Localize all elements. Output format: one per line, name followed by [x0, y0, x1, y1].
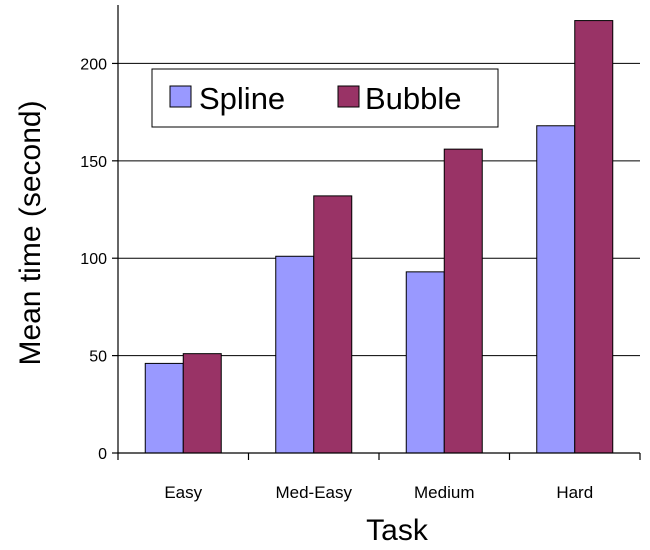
x-category-label: Hard — [556, 483, 593, 502]
bar-spline-easy — [144, 362, 184, 454]
x-category-label: Med-Easy — [275, 483, 352, 502]
bar-bubble-easy — [182, 353, 222, 454]
y-tick-label: 100 — [80, 251, 107, 268]
bar-bubble-medium — [443, 148, 483, 454]
legend-label-spline: Spline — [199, 81, 285, 116]
bar-spline-med-easy — [275, 255, 315, 454]
legend-label-bubble: Bubble — [365, 81, 462, 116]
category-labels: Easy Med-Easy Medium Hard — [164, 483, 593, 502]
bar-spline-medium — [405, 271, 445, 454]
bar-spline-hard — [536, 125, 576, 454]
y-tick-label: 150 — [80, 154, 107, 171]
bars — [144, 20, 614, 454]
bar-bubble-med-easy — [313, 195, 353, 454]
legend-swatch-bubble — [337, 85, 360, 108]
legend-box — [151, 68, 499, 128]
bar-bubble-hard — [574, 20, 614, 454]
legend-swatch-spline — [169, 85, 192, 108]
legend: Spline Bubble — [151, 68, 499, 128]
x-axis-title: Task — [366, 514, 429, 547]
y-axis-title: Mean time (second) — [14, 100, 47, 365]
tick-labels: 0 50 100 150 200 — [80, 56, 641, 463]
x-category-label: Medium — [414, 483, 474, 502]
x-category-label: Easy — [164, 483, 202, 502]
y-tick-label: 0 — [98, 446, 107, 463]
y-tick-label: 200 — [80, 56, 107, 73]
y-tick-label: 50 — [89, 349, 107, 366]
